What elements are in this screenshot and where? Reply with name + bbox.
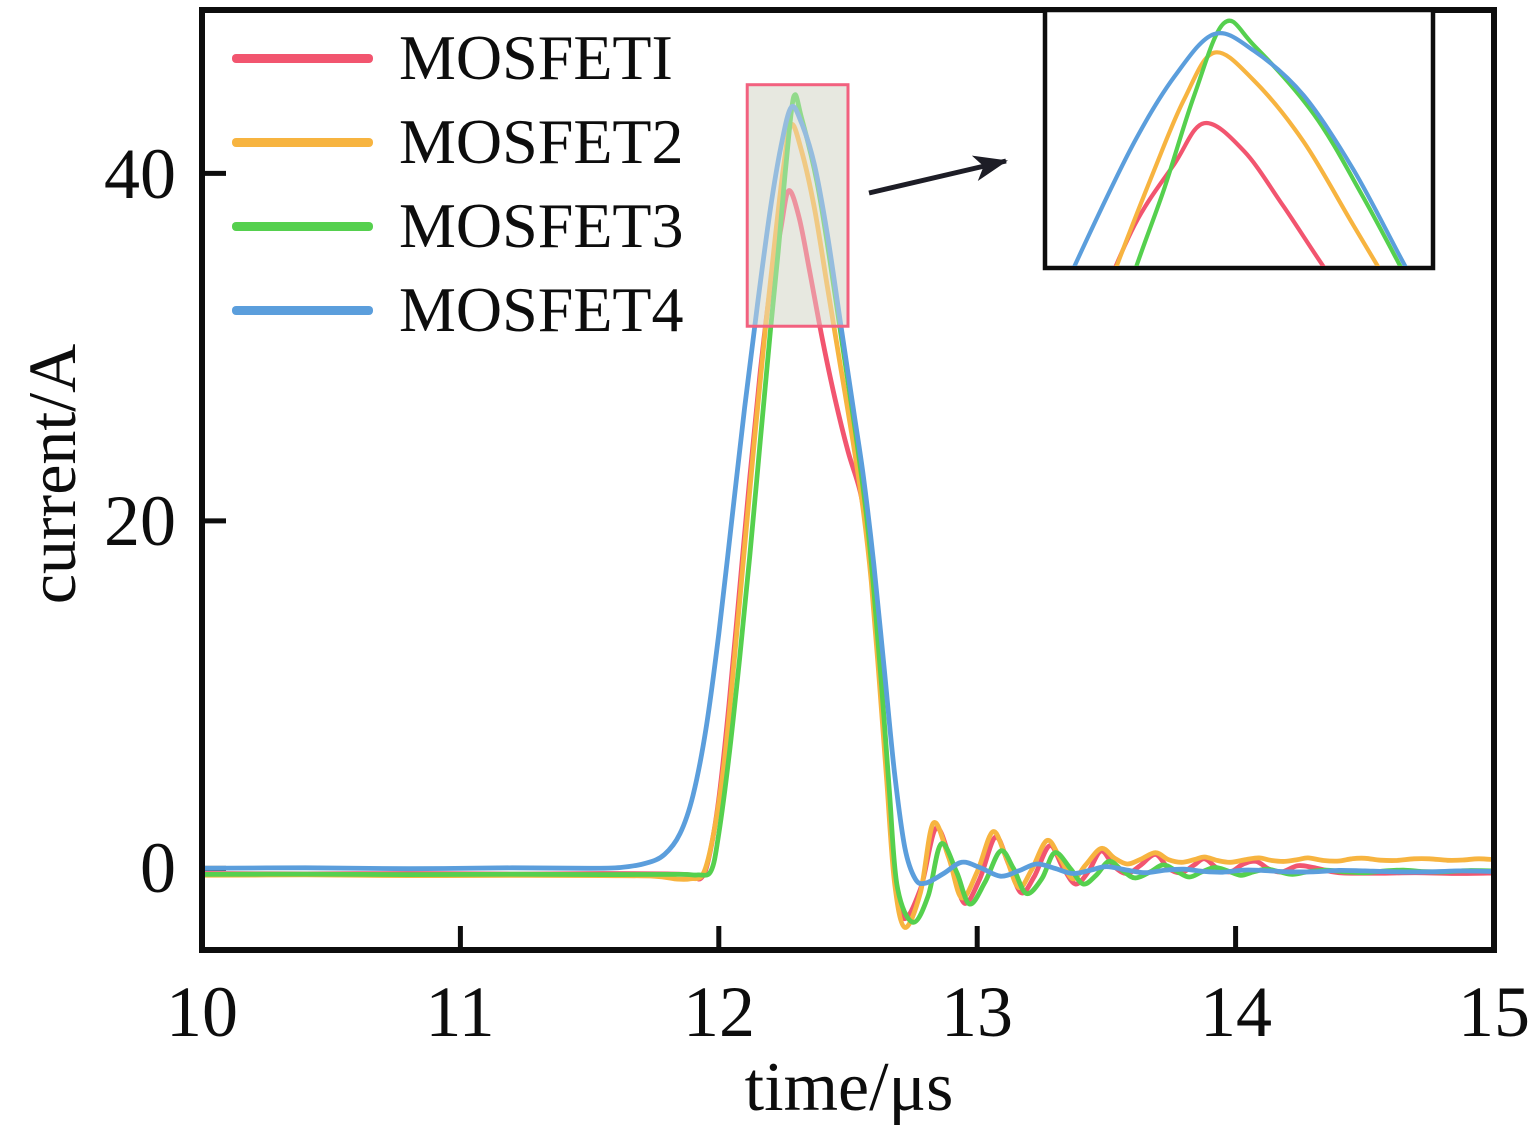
- y-tick-label: 40: [104, 134, 176, 214]
- zoom-region-outline: [745, 83, 850, 328]
- y-tick-label: 0: [140, 828, 176, 908]
- y-axis-label: current/A: [14, 343, 90, 605]
- zoom-region-veil: [747, 84, 848, 327]
- legend-item: MOSFET2: [232, 100, 684, 184]
- x-tick-label: 10: [166, 972, 238, 1052]
- legend-item-label: MOSFETI: [399, 22, 673, 93]
- x-tick-label: 15: [1458, 972, 1530, 1052]
- legend-item-label: MOSFET2: [399, 106, 684, 177]
- legend-item: MOSFET4: [232, 268, 684, 352]
- x-tick-label: 13: [941, 972, 1013, 1052]
- legend-item: MOSFETI: [232, 16, 684, 100]
- series-curve-mosfet4: [205, 104, 1491, 887]
- plot-frame: [199, 7, 1497, 953]
- legend: MOSFETI MOSFET2 MOSFET3 MOSFET4: [232, 16, 684, 352]
- x-tick-label: 12: [683, 972, 755, 1052]
- legend-item: MOSFET3: [232, 184, 684, 268]
- inset-box: [1042, 7, 1436, 271]
- legend-line-swatch: [232, 137, 373, 147]
- x-tick-label: 11: [425, 972, 495, 1052]
- legend-item-label: MOSFET3: [399, 190, 684, 261]
- y-tick-label: 20: [104, 481, 176, 561]
- series-curve-mosfet2: [205, 122, 1491, 930]
- x-tick-label: 14: [1200, 972, 1272, 1052]
- legend-line-swatch: [232, 221, 373, 231]
- legend-item-label: MOSFET4: [399, 274, 684, 345]
- legend-line-swatch: [232, 305, 373, 315]
- annotation-arrow: [868, 155, 1008, 196]
- legend-line-swatch: [232, 53, 373, 63]
- x-axis-label: time/μs: [744, 1049, 954, 1126]
